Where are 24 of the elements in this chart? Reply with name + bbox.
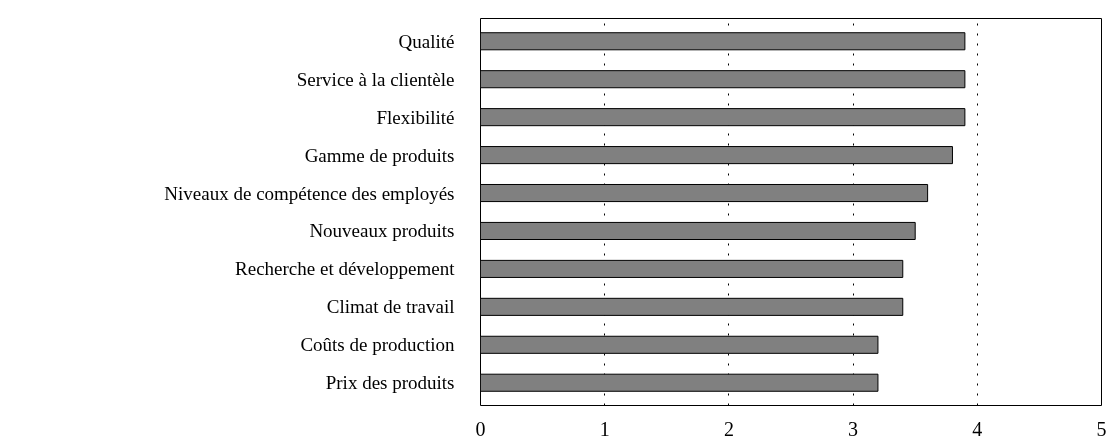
x-tick-label: 1 [599, 417, 610, 440]
bar [480, 259, 904, 278]
bar [480, 183, 929, 203]
y-tick-label: Niveaux de compétence des employés [164, 182, 455, 204]
y-tick-label: Nouveaux produits [309, 220, 455, 242]
y-tick-label: Climat de travail [326, 296, 455, 318]
y-tick-label: Recherche et développement [235, 258, 456, 280]
y-tick-label: Qualité [398, 30, 455, 52]
x-tick-label: 4 [972, 417, 983, 440]
bar [480, 297, 904, 316]
bar [480, 32, 966, 51]
x-tick-label: 3 [848, 417, 859, 440]
x-tick-label: 5 [1096, 417, 1107, 440]
y-tick-label: Coûts de production [300, 334, 455, 356]
bar [480, 70, 966, 89]
bar [480, 221, 916, 241]
x-tick-label: 2 [723, 417, 734, 440]
y-tick-label: Gamme de produits [304, 144, 455, 166]
y-tick-label: Prix des produits [325, 372, 455, 394]
y-tick-label: Service à la clientèle [296, 68, 455, 90]
bar [480, 108, 966, 127]
x-tick-label: 0 [475, 417, 486, 440]
y-tick-label: Flexibilité [376, 106, 455, 128]
bar [480, 373, 879, 392]
